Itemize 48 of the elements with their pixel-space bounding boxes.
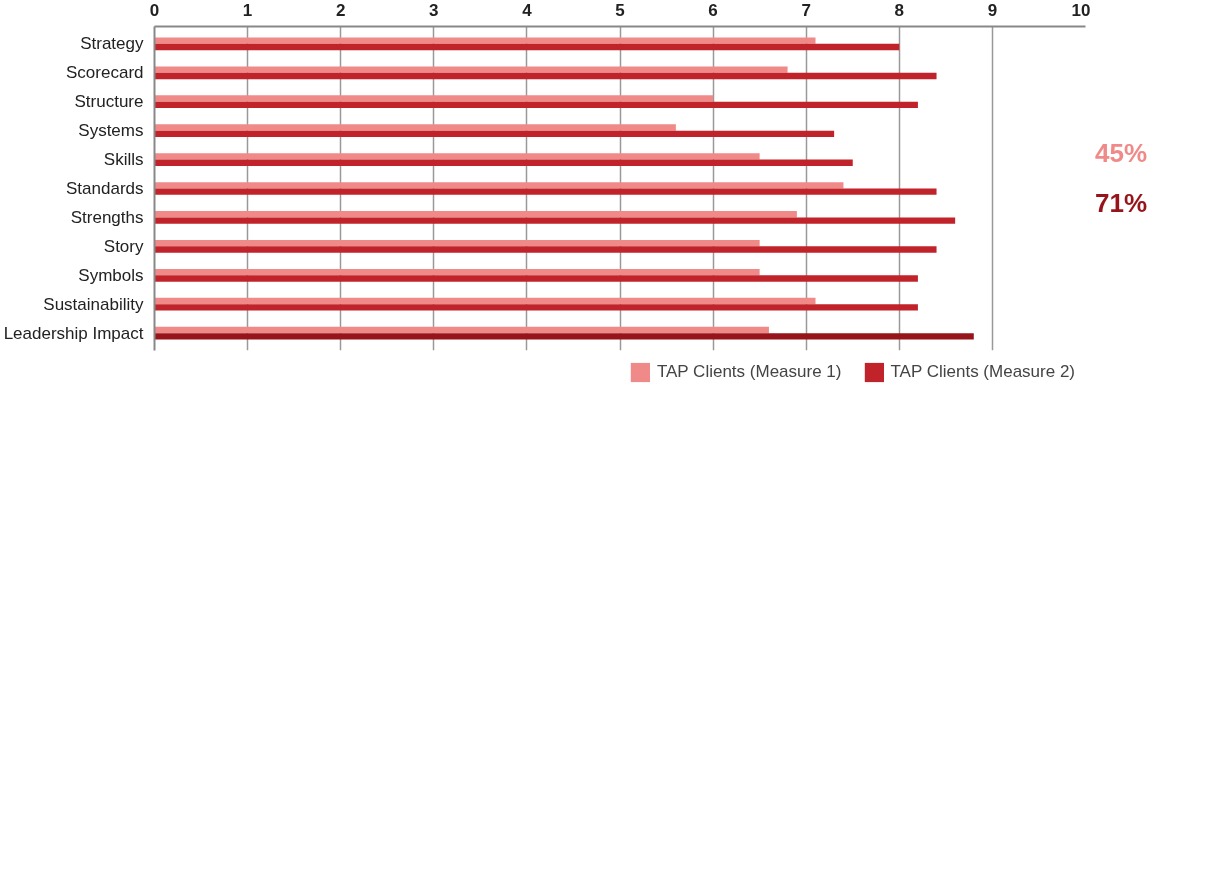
y-tick-label: Strengths <box>70 207 144 227</box>
bar <box>154 188 937 195</box>
y-tick-label: Skills <box>103 150 144 170</box>
bar <box>154 37 816 44</box>
bar <box>154 304 918 311</box>
y-tick-label: Leadership Impact <box>3 323 144 343</box>
x-tick-label: 2 <box>335 0 346 20</box>
bar <box>154 268 760 276</box>
x-tick-label: 9 <box>987 0 998 20</box>
bar <box>154 95 714 102</box>
x-tick-label: 1 <box>242 0 253 20</box>
x-tick-label: 0 <box>149 0 160 20</box>
bar <box>154 239 760 247</box>
bar <box>154 153 760 160</box>
x-tick-label: 7 <box>801 0 811 20</box>
bar <box>154 101 918 109</box>
x-tick-label: 8 <box>894 0 905 20</box>
x-tick-label: 3 <box>429 0 439 20</box>
bar <box>154 43 900 51</box>
y-tick-label: Systems <box>78 121 144 141</box>
y-tick-label: Scorecard <box>66 63 144 83</box>
bar <box>154 297 816 305</box>
bar <box>154 66 788 73</box>
y-tick-label: Structure <box>74 92 144 112</box>
x-tick-label: 4 <box>522 0 533 20</box>
y-tick-label: Symbols <box>78 265 144 285</box>
y-tick-label: Story <box>103 236 144 256</box>
legend-label: TAP Clients (Measure 2) <box>890 362 1075 382</box>
bar <box>154 326 769 334</box>
legend-label: TAP Clients (Measure 1) <box>656 362 842 382</box>
x-tick-label: 10 <box>1071 0 1091 20</box>
bar <box>154 124 676 131</box>
y-tick-label: Sustainability <box>43 294 144 314</box>
y-tick-label: Standards <box>66 179 144 198</box>
x-tick-label: 5 <box>615 0 625 20</box>
text: 45% <box>1095 137 1148 170</box>
bar <box>154 275 918 282</box>
bar <box>154 159 853 166</box>
text: 71% <box>1095 187 1148 220</box>
bar <box>154 130 835 138</box>
x-tick-label: 6 <box>708 0 718 20</box>
bar <box>154 182 844 189</box>
bar <box>154 246 937 253</box>
bar <box>154 72 937 80</box>
bar <box>154 333 974 340</box>
y-tick-label: Strategy <box>80 34 144 54</box>
bar <box>154 217 956 224</box>
bar <box>154 211 797 218</box>
